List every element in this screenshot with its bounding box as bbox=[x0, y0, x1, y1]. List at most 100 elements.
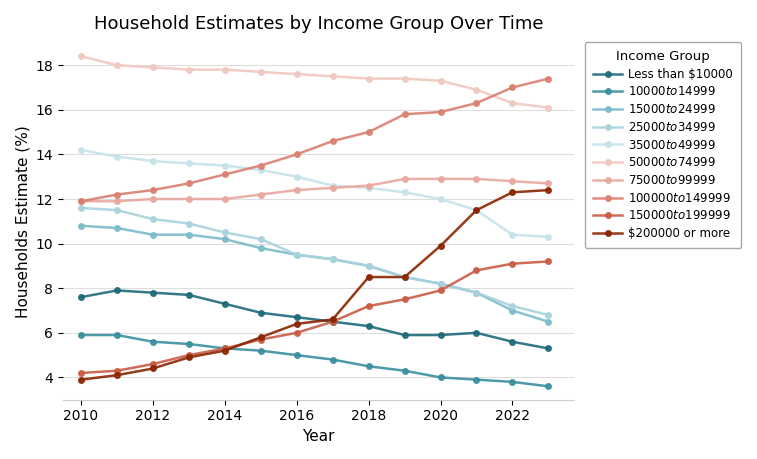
50000$\mathit{to}$74999 bbox=[112, 62, 121, 68]
15000$\mathit{to}$24999 bbox=[472, 290, 481, 296]
75000$\mathit{to}$99999 bbox=[400, 176, 409, 182]
50000$\mathit{to}$74999 bbox=[292, 71, 301, 77]
35000$\mathit{to}$49999 bbox=[400, 190, 409, 195]
35000$\mathit{to}$49999 bbox=[256, 167, 265, 173]
100000$\mathit{to}$149999 bbox=[472, 101, 481, 106]
15000$\mathit{to}$24999 bbox=[400, 274, 409, 280]
10000$\mathit{to}$14999 bbox=[256, 348, 265, 353]
75000$\mathit{to}$99999 bbox=[292, 187, 301, 193]
$200000 or more bbox=[112, 372, 121, 378]
10000$\mathit{to}$14999 bbox=[544, 384, 553, 389]
$200000 or more bbox=[436, 243, 445, 249]
10000$\mathit{to}$14999 bbox=[292, 353, 301, 358]
150000$\mathit{to}$199999 bbox=[76, 370, 86, 376]
25000$\mathit{to}$34999 bbox=[76, 205, 86, 211]
25000$\mathit{to}$34999 bbox=[328, 257, 337, 262]
150000$\mathit{to}$199999 bbox=[472, 268, 481, 273]
35000$\mathit{to}$49999 bbox=[112, 154, 121, 159]
100000$\mathit{to}$149999 bbox=[76, 198, 86, 204]
100000$\mathit{to}$149999 bbox=[148, 187, 157, 193]
50000$\mathit{to}$74999 bbox=[436, 78, 445, 84]
Line: 150000$\mathit{to}$199999: 150000$\mathit{to}$199999 bbox=[78, 259, 551, 376]
Line: 75000$\mathit{to}$99999: 75000$\mathit{to}$99999 bbox=[78, 176, 551, 204]
150000$\mathit{to}$199999 bbox=[364, 303, 373, 309]
$200000 or more bbox=[400, 274, 409, 280]
50000$\mathit{to}$74999 bbox=[148, 65, 157, 70]
10000$\mathit{to}$14999 bbox=[184, 341, 193, 347]
100000$\mathit{to}$149999 bbox=[256, 163, 265, 168]
25000$\mathit{to}$34999 bbox=[184, 221, 193, 226]
150000$\mathit{to}$199999 bbox=[400, 297, 409, 302]
15000$\mathit{to}$24999 bbox=[184, 232, 193, 237]
15000$\mathit{to}$24999 bbox=[508, 308, 517, 313]
75000$\mathit{to}$99999 bbox=[364, 183, 373, 188]
35000$\mathit{to}$49999 bbox=[544, 234, 553, 240]
35000$\mathit{to}$49999 bbox=[76, 147, 86, 153]
10000$\mathit{to}$14999 bbox=[148, 339, 157, 345]
150000$\mathit{to}$199999 bbox=[148, 361, 157, 367]
50000$\mathit{to}$74999 bbox=[184, 67, 193, 73]
Less than $10000 bbox=[364, 324, 373, 329]
35000$\mathit{to}$49999 bbox=[328, 183, 337, 188]
$200000 or more bbox=[364, 274, 373, 280]
Less than $10000 bbox=[76, 294, 86, 300]
15000$\mathit{to}$24999 bbox=[364, 263, 373, 269]
Less than $10000 bbox=[400, 332, 409, 338]
100000$\mathit{to}$149999 bbox=[544, 76, 553, 81]
75000$\mathit{to}$99999 bbox=[508, 179, 517, 184]
15000$\mathit{to}$24999 bbox=[148, 232, 157, 237]
10000$\mathit{to}$14999 bbox=[508, 379, 517, 385]
25000$\mathit{to}$34999 bbox=[400, 274, 409, 280]
100000$\mathit{to}$149999 bbox=[184, 181, 193, 186]
35000$\mathit{to}$49999 bbox=[472, 207, 481, 213]
$200000 or more bbox=[148, 366, 157, 371]
Legend: Less than $10000, 10000$\mathit{to}$14999, 15000$\mathit{to}$24999, 25000$\mathi: Less than $10000, 10000$\mathit{to}$1499… bbox=[584, 42, 741, 248]
15000$\mathit{to}$24999 bbox=[76, 223, 86, 229]
50000$\mathit{to}$74999 bbox=[256, 69, 265, 75]
10000$\mathit{to}$14999 bbox=[220, 346, 229, 351]
Less than $10000 bbox=[112, 288, 121, 293]
Less than $10000 bbox=[328, 319, 337, 325]
Line: Less than $10000: Less than $10000 bbox=[78, 288, 551, 351]
100000$\mathit{to}$149999 bbox=[112, 192, 121, 197]
75000$\mathit{to}$99999 bbox=[436, 176, 445, 182]
25000$\mathit{to}$34999 bbox=[364, 263, 373, 269]
Line: 100000$\mathit{to}$149999: 100000$\mathit{to}$149999 bbox=[78, 76, 551, 204]
Title: Household Estimates by Income Group Over Time: Household Estimates by Income Group Over… bbox=[94, 15, 543, 33]
Y-axis label: Households Estimate (%): Households Estimate (%) bbox=[15, 125, 30, 318]
Less than $10000 bbox=[292, 314, 301, 320]
100000$\mathit{to}$149999 bbox=[220, 172, 229, 177]
Line: 10000$\mathit{to}$14999: 10000$\mathit{to}$14999 bbox=[78, 332, 551, 389]
Line: 35000$\mathit{to}$49999: 35000$\mathit{to}$49999 bbox=[78, 147, 551, 240]
35000$\mathit{to}$49999 bbox=[220, 163, 229, 168]
Line: $200000 or more: $200000 or more bbox=[78, 187, 551, 382]
$200000 or more bbox=[256, 335, 265, 340]
75000$\mathit{to}$99999 bbox=[544, 181, 553, 186]
10000$\mathit{to}$14999 bbox=[400, 368, 409, 374]
15000$\mathit{to}$24999 bbox=[544, 319, 553, 325]
15000$\mathit{to}$24999 bbox=[220, 236, 229, 242]
75000$\mathit{to}$99999 bbox=[76, 198, 86, 204]
50000$\mathit{to}$74999 bbox=[508, 101, 517, 106]
$200000 or more bbox=[508, 190, 517, 195]
50000$\mathit{to}$74999 bbox=[544, 105, 553, 110]
100000$\mathit{to}$149999 bbox=[328, 138, 337, 144]
150000$\mathit{to}$199999 bbox=[256, 337, 265, 342]
Line: 25000$\mathit{to}$34999: 25000$\mathit{to}$34999 bbox=[78, 205, 551, 318]
$200000 or more bbox=[328, 317, 337, 322]
Less than $10000 bbox=[472, 330, 481, 336]
150000$\mathit{to}$199999 bbox=[112, 368, 121, 374]
75000$\mathit{to}$99999 bbox=[472, 176, 481, 182]
10000$\mathit{to}$14999 bbox=[328, 357, 337, 362]
X-axis label: Year: Year bbox=[302, 429, 335, 444]
150000$\mathit{to}$199999 bbox=[436, 288, 445, 293]
150000$\mathit{to}$199999 bbox=[292, 330, 301, 336]
50000$\mathit{to}$74999 bbox=[328, 73, 337, 79]
10000$\mathit{to}$14999 bbox=[112, 332, 121, 338]
35000$\mathit{to}$49999 bbox=[184, 161, 193, 166]
25000$\mathit{to}$34999 bbox=[544, 312, 553, 318]
35000$\mathit{to}$49999 bbox=[508, 232, 517, 237]
25000$\mathit{to}$34999 bbox=[112, 207, 121, 213]
15000$\mathit{to}$24999 bbox=[292, 252, 301, 257]
10000$\mathit{to}$14999 bbox=[364, 364, 373, 369]
